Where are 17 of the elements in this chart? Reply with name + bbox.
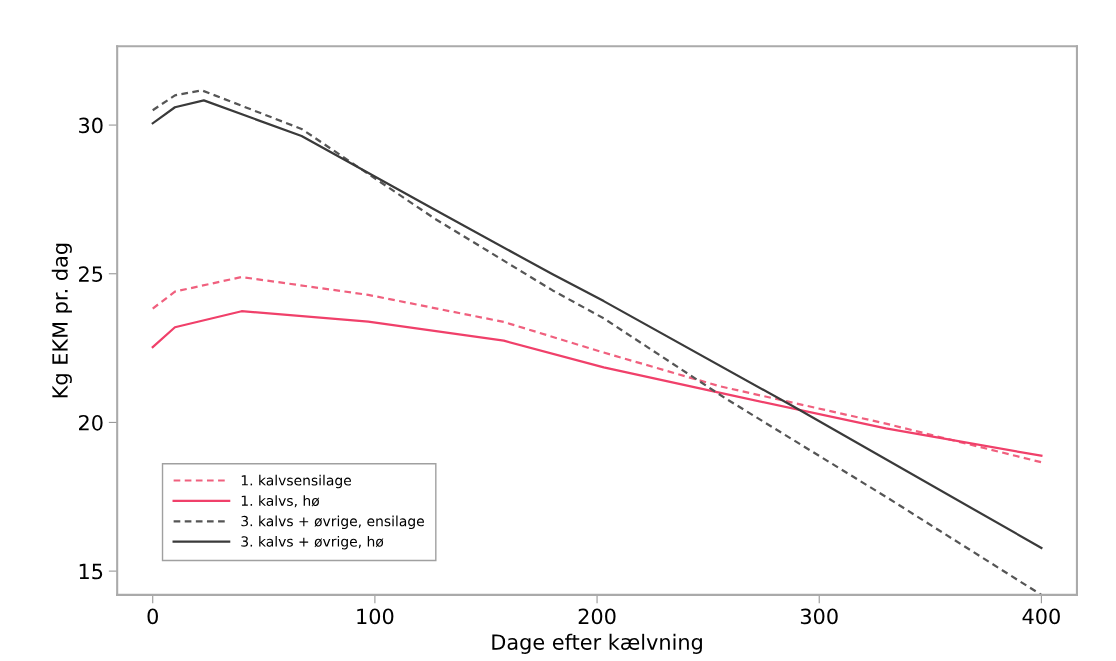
y-tick-label: 20 — [79, 414, 103, 431]
x-axis-title: Dage efter kælvning — [492, 633, 702, 654]
legend-label: 1. kalvsensilage — [241, 474, 352, 489]
y-tick-label: 25 — [79, 266, 103, 282]
y-axis-title: Kg EKM pr. dag — [51, 243, 72, 398]
line-series — [151, 310, 1043, 457]
x-tick-label: 0 — [147, 608, 158, 625]
line-series — [151, 275, 1043, 464]
x-tick-label: 300 — [800, 608, 838, 625]
x-tick-label: 200 — [578, 608, 616, 625]
legend-label: 1. kalvs, hø — [241, 495, 320, 508]
y-tick-label: 15 — [79, 563, 103, 580]
legend-label: 3. kalvs + øvrige, ensilage — [241, 515, 424, 530]
legend-label: 3. kalvs + øvrige, hø — [241, 535, 384, 550]
y-tick-label: 30 — [79, 117, 103, 134]
x-tick-label: 100 — [357, 608, 394, 625]
x-tick-label: 400 — [1022, 608, 1060, 625]
